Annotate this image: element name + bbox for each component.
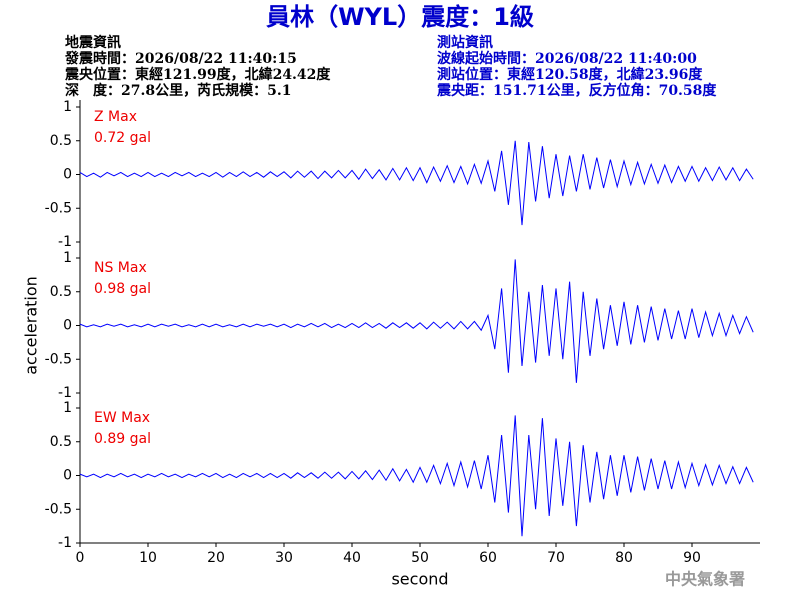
y-tick-label: 0 xyxy=(63,318,72,334)
y-tick-label: 0 xyxy=(63,468,72,484)
x-axis-label: second xyxy=(391,570,448,589)
y-tick-label: 0 xyxy=(63,167,72,183)
y-tick-label: 0.5 xyxy=(50,434,72,450)
info-text: 測站位置：東經120.58度，北緯23.96度 xyxy=(437,66,703,83)
y-tick-label: 1 xyxy=(63,250,72,266)
y-tick-label: -1 xyxy=(58,385,72,401)
y-tick-label: 1 xyxy=(63,99,72,115)
x-tick-label: 20 xyxy=(207,550,225,566)
y-tick-label: -1 xyxy=(58,234,72,250)
info-text: 震央位置：東經121.99度，北緯24.42度 xyxy=(64,66,331,83)
x-tick-label: 10 xyxy=(139,550,157,566)
waveform xyxy=(79,259,754,383)
series-name: EW Max xyxy=(94,410,150,426)
x-tick-label: 40 xyxy=(343,550,361,566)
y-tick-label: -0.5 xyxy=(45,200,72,216)
waveform xyxy=(79,415,754,537)
info-text: 地震資訊 xyxy=(65,34,121,51)
x-tick-label: 90 xyxy=(683,550,701,566)
y-axis-label: acceleration xyxy=(22,276,41,375)
footer: 中央氣象署 xyxy=(665,570,745,589)
y-tick-label: 0.5 xyxy=(50,133,72,149)
x-tick-label: 70 xyxy=(547,550,565,566)
chart-title: 員林（WYL）震度：1級 xyxy=(265,3,534,31)
y-tick-label: -0.5 xyxy=(45,351,72,367)
x-tick-label: 50 xyxy=(411,550,429,566)
info-text: 測站資訊 xyxy=(437,34,493,51)
x-tick-label: 30 xyxy=(275,550,293,566)
max-value: 0.72 gal xyxy=(94,130,151,146)
info-text: 發震時間：2026/08/22 11:40:15 xyxy=(64,50,297,67)
series-name: Z Max xyxy=(94,109,137,125)
max-value: 0.89 gal xyxy=(94,431,151,447)
y-tick-label: -1 xyxy=(58,535,72,551)
x-tick-label: 60 xyxy=(479,550,497,566)
y-tick-label: 1 xyxy=(63,400,72,416)
x-tick-label: 0 xyxy=(76,550,85,566)
y-tick-label: -0.5 xyxy=(45,501,72,517)
info-text: 深 度：27.8公里，芮氏規模：5.1 xyxy=(65,82,291,99)
y-tick-label: 0.5 xyxy=(50,284,72,300)
info-text: 波線起始時間：2026/08/22 11:40:00 xyxy=(437,50,697,67)
info-text: 震央距：151.71公里，反方位角：70.58度 xyxy=(436,82,717,99)
x-tick-label: 80 xyxy=(615,550,633,566)
max-value: 0.98 gal xyxy=(94,281,151,297)
waveform xyxy=(79,140,754,226)
series-name: NS Max xyxy=(94,260,147,276)
